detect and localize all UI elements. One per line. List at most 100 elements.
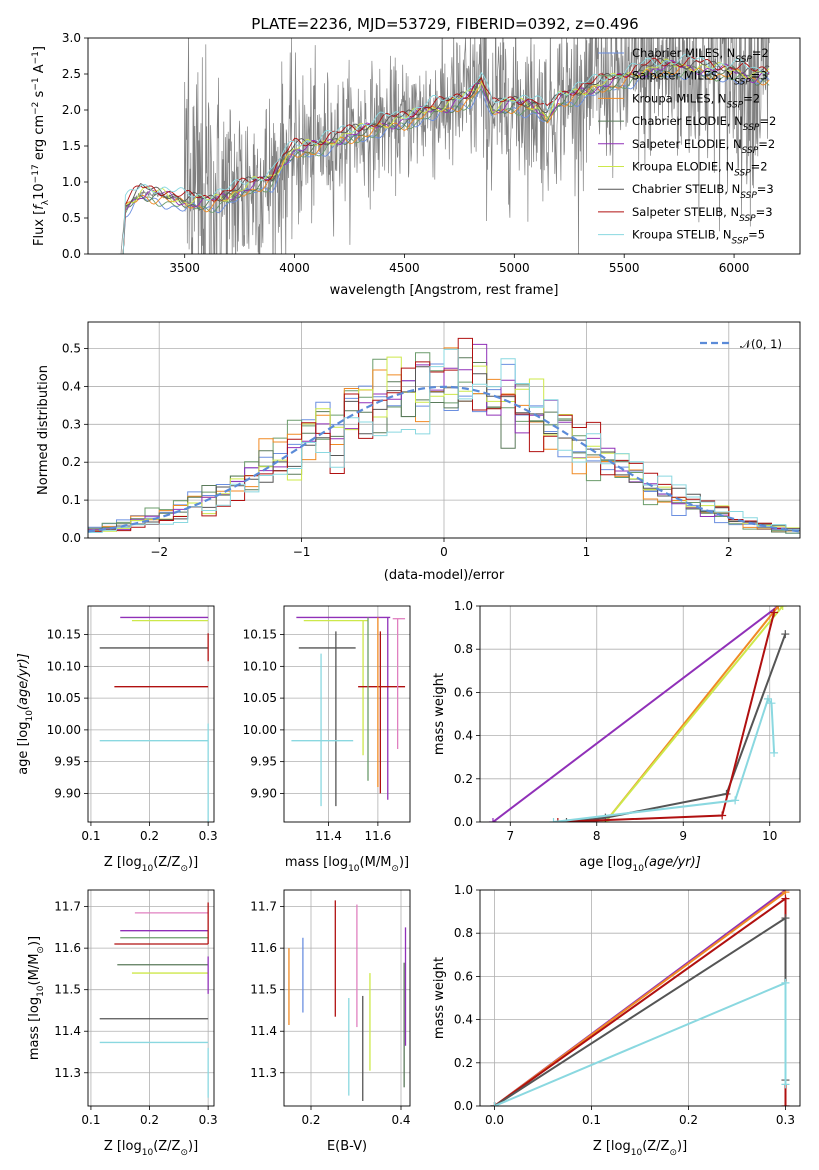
label-part: A	[32, 64, 47, 77]
label-part: SSP	[743, 123, 760, 133]
y-tick-label: 11.3	[250, 1066, 277, 1080]
x-tick-label: 10	[762, 829, 777, 843]
label-part: −2	[31, 102, 41, 115]
residual-histogram-panel: −2 −1 0 1 2 0.0 0.1 0.2 0.3 0.4 0.5 𝒩(0, 1) (data-mo…	[36, 321, 801, 583]
y-tick-label: 10.05	[47, 691, 81, 705]
y-tick-label: 11.7	[54, 900, 81, 914]
x-tick-label: 4500	[389, 261, 420, 275]
label-part: SSP	[742, 146, 759, 156]
spectrum-panel: 3500 4000 4500 5000 5500 6000 0.0 0.5 1.0 1.5 2.0 2…	[31, 31, 801, 298]
label-part: Chabrier MILES, N	[632, 46, 735, 60]
y-tick-label: 1.5	[62, 139, 81, 153]
histogram-step-chabrier-stelib	[88, 366, 800, 532]
x-tick-label: 0.3	[199, 829, 218, 843]
label-part: (age/yr)]	[16, 653, 31, 710]
x-axis-label: wavelength [Angstrom, rest frame]	[330, 283, 559, 298]
y-tick-label: 0.4	[62, 379, 81, 393]
y-tick-label: 0.2	[62, 455, 81, 469]
legend-label: Salpeter MILES, NSSP=3	[632, 69, 768, 88]
x-tick-label: 0	[440, 545, 448, 559]
label-part: Z [log	[593, 1139, 631, 1154]
y-tick-label: 2.0	[62, 103, 81, 117]
x-tick-label: 5000	[499, 261, 530, 275]
label-part: Salpeter ELODIE, N	[632, 137, 742, 151]
x-tick-label: 7	[506, 829, 514, 843]
x-tick-label: 11.6	[365, 829, 392, 843]
label-part: −1	[31, 51, 41, 64]
x-tick-label: 6000	[719, 261, 750, 275]
label-part: s	[32, 90, 47, 101]
y-axis-label: age [log10(age/yr)]	[16, 653, 35, 775]
y-tick-label: 3.0	[62, 31, 81, 45]
y-tick-label: 1.0	[454, 599, 473, 613]
label-part: )]	[27, 936, 42, 946]
y-tick-label: 10.10	[47, 659, 81, 673]
plot-area	[488, 606, 790, 822]
plus-marker	[549, 818, 558, 822]
y-tick-label: 11.5	[250, 983, 277, 997]
histogram-step-chabrier-elodie	[88, 357, 800, 533]
label-part: Salpeter STELIB, N	[632, 205, 739, 219]
axes-frame	[283, 889, 411, 1107]
label-part: ⊙	[391, 864, 399, 874]
plot-area	[291, 616, 406, 807]
mass-weight-vs-Z-panel: 0.0 0.1 0.2 0.3 0.0 0.2 0.4 0.6 0.8 1.0 Z [log10(Z…	[432, 883, 801, 1158]
x-tick-label: 0.1	[81, 829, 100, 843]
y-axis-label: mass weight	[432, 673, 447, 755]
label-part: ⊙	[36, 946, 46, 954]
label-part: age [log	[16, 722, 31, 775]
y-tick-label: 2.5	[62, 67, 81, 81]
plus-marker	[718, 811, 727, 820]
y-tick-label: 0.6	[454, 685, 473, 699]
y-tick-label: 0.4	[454, 1013, 473, 1027]
plus-marker	[774, 606, 783, 610]
legend-label: Kroupa STELIB, NSSP=5	[632, 228, 765, 247]
label-part: =2	[752, 46, 769, 60]
x-axis-label: Z [log10(Z/Z⊙)]	[593, 1139, 687, 1158]
y-tick-label: 0.5	[62, 342, 81, 356]
label-part: =3	[757, 182, 774, 196]
x-tick-label: 8	[593, 829, 601, 843]
x-tick-label: 5500	[609, 261, 640, 275]
y-axis-label: mass weight	[432, 957, 447, 1039]
label-part: (Z/Z	[642, 1139, 669, 1154]
x-tick-label: 0.2	[301, 1113, 320, 1127]
label-part: ⊙	[180, 864, 188, 874]
label-part: =2	[759, 114, 776, 128]
model-spectrum-salpeter-stelib	[118, 56, 770, 254]
plot-area	[88, 337, 800, 534]
label-part: )]	[188, 1139, 198, 1154]
label-part: −1	[31, 77, 41, 90]
plot-area	[118, 38, 770, 254]
label-part: Salpeter MILES, N	[632, 69, 734, 83]
mass-vs-EBV-panel: 0.2 0.4 11.3 11.4 11.5 11.6 11.7 E(B-V)	[250, 889, 411, 1154]
label-part: ]	[32, 46, 47, 51]
y-tick-label: 11.3	[54, 1066, 81, 1080]
y-tick-label: 9.95	[54, 755, 81, 769]
x-tick-label: 3500	[169, 261, 200, 275]
x-axis-label: (data-model)/error	[384, 568, 505, 583]
label-part: Chabrier STELIB, N	[632, 182, 740, 196]
y-tick-label: 0.0	[62, 247, 81, 261]
plus-marker	[781, 914, 790, 923]
label-part: )]	[188, 855, 198, 870]
x-tick-label: −2	[150, 545, 168, 559]
label-part: Chabrier ELODIE, N	[632, 114, 743, 128]
y-tick-label: 10.00	[47, 723, 81, 737]
y-tick-label: 0.0	[454, 815, 473, 829]
model-spectrum-kroupa-stelib	[118, 53, 770, 254]
legend-label: Chabrier STELIB, NSSP=3	[632, 182, 774, 201]
plus-marker	[770, 748, 779, 757]
model-spectrum-kroupa-miles	[118, 64, 770, 254]
legend-label: Chabrier MILES, NSSP=2	[632, 46, 769, 65]
y-tick-label: 9.95	[250, 755, 277, 769]
y-tick-label: 1.0	[62, 175, 81, 189]
y-tick-label: 9.90	[54, 786, 81, 800]
label-part: )]	[677, 1139, 687, 1154]
legend-label: Chabrier ELODIE, NSSP=2	[632, 114, 776, 133]
label-part: ⊙	[669, 1148, 677, 1158]
label-part: SSP	[740, 191, 757, 201]
label-part: Kroupa STELIB, N	[632, 228, 732, 242]
histogram-step-kroupa-stelib	[88, 348, 800, 533]
